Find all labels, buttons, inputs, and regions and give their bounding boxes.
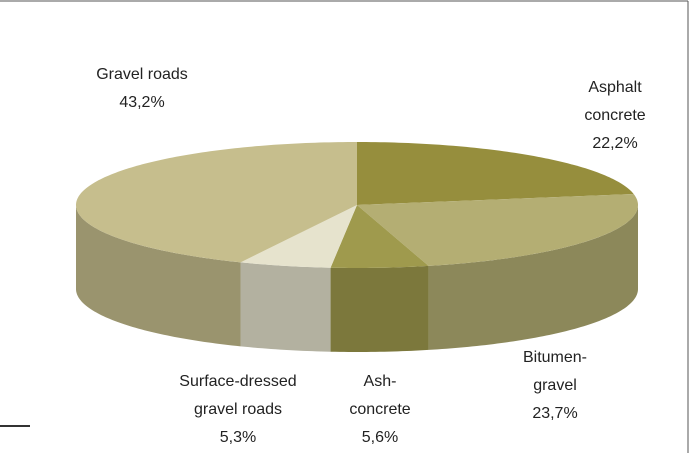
label-line: Asphalt — [588, 79, 642, 96]
pie-slice — [330, 205, 429, 268]
slice-value-label: 43,2% — [119, 94, 164, 111]
slice-value-label: 5,6% — [362, 429, 398, 446]
slice-label: Ash-concrete — [349, 373, 410, 418]
slice-label: Asphalt concrete — [584, 79, 645, 124]
pie-slice — [240, 205, 357, 268]
slice-label: Gravel roads — [96, 66, 188, 83]
pie-sides — [76, 205, 638, 352]
pie-side — [76, 205, 241, 347]
label-line: concrete — [349, 401, 410, 418]
slice-label: Bitumen-gravel — [523, 349, 587, 394]
pie-tops — [76, 142, 638, 268]
label-line: concrete — [584, 107, 645, 124]
pie-side — [428, 205, 638, 350]
label-line: Bitumen- — [523, 349, 587, 366]
pie-side — [240, 262, 331, 352]
label-line: gravel — [533, 377, 577, 394]
label-line: Ash- — [364, 373, 397, 390]
pie-side — [330, 265, 429, 352]
pie-slice — [357, 142, 634, 205]
slice-label: Surface-dressed gravel roads — [179, 373, 296, 418]
pie-slice — [76, 142, 357, 263]
label-line: gravel roads — [194, 401, 282, 418]
slice-value-label: 23,7% — [532, 405, 577, 422]
label-line: Gravel roads — [96, 66, 188, 83]
slice-value-label: 5,3% — [220, 429, 256, 446]
labels: Asphalt concrete 22,2% Bitumen-gravel 23,7% A… — [96, 66, 646, 446]
slice-value-label: 22,2% — [592, 135, 637, 152]
label-line: Surface-dressed — [179, 373, 296, 390]
pie-slice — [357, 193, 638, 266]
